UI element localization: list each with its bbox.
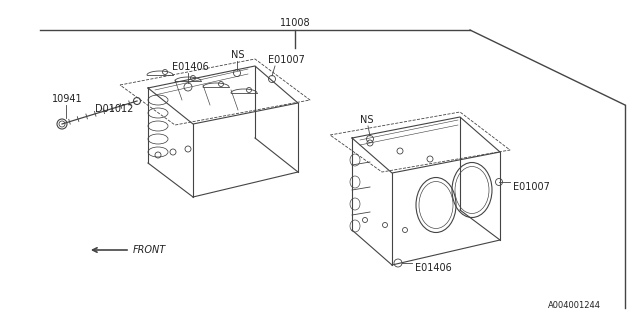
Text: E01406: E01406 bbox=[172, 62, 209, 72]
Text: NS: NS bbox=[231, 50, 244, 60]
Text: E01007: E01007 bbox=[513, 182, 550, 192]
Text: NS: NS bbox=[360, 115, 374, 125]
Text: FRONT: FRONT bbox=[133, 245, 166, 255]
Text: 10941: 10941 bbox=[52, 94, 83, 104]
Text: E01007: E01007 bbox=[268, 55, 305, 65]
Text: A004001244: A004001244 bbox=[548, 301, 601, 310]
Text: 11008: 11008 bbox=[280, 18, 310, 28]
Text: E01406: E01406 bbox=[415, 263, 452, 273]
Text: D01012: D01012 bbox=[95, 104, 133, 114]
